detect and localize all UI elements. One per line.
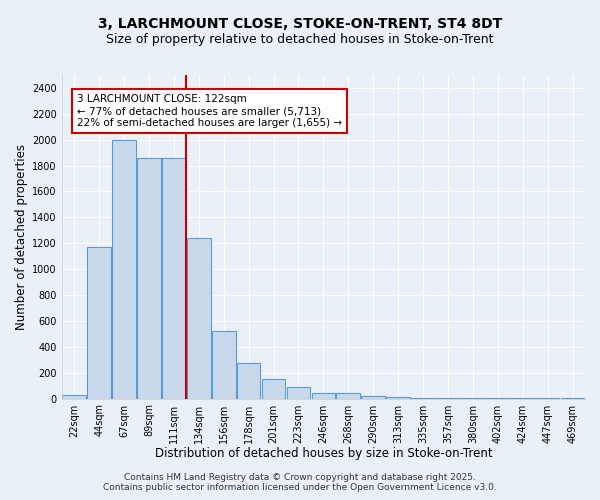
X-axis label: Distribution of detached houses by size in Stoke-on-Trent: Distribution of detached houses by size …: [155, 447, 492, 460]
Bar: [187, 238, 211, 398]
Bar: [311, 394, 335, 398]
Text: Size of property relative to detached houses in Stoke-on-Trent: Size of property relative to detached ho…: [106, 32, 494, 46]
Bar: [337, 394, 360, 398]
Bar: [262, 379, 286, 398]
Text: Contains HM Land Registry data © Crown copyright and database right 2025.
Contai: Contains HM Land Registry data © Crown c…: [103, 473, 497, 492]
Text: 3 LARCHMOUNT CLOSE: 122sqm
← 77% of detached houses are smaller (5,713)
22% of s: 3 LARCHMOUNT CLOSE: 122sqm ← 77% of deta…: [77, 94, 342, 128]
Bar: [88, 246, 111, 398]
Bar: [112, 140, 136, 398]
Bar: [237, 363, 260, 398]
Bar: [137, 158, 161, 398]
Bar: [287, 387, 310, 398]
Bar: [212, 332, 236, 398]
Bar: [162, 158, 186, 398]
Y-axis label: Number of detached properties: Number of detached properties: [15, 144, 28, 330]
Bar: [361, 396, 385, 398]
Text: 3, LARCHMOUNT CLOSE, STOKE-ON-TRENT, ST4 8DT: 3, LARCHMOUNT CLOSE, STOKE-ON-TRENT, ST4…: [98, 18, 502, 32]
Bar: [386, 396, 410, 398]
Bar: [62, 396, 86, 398]
